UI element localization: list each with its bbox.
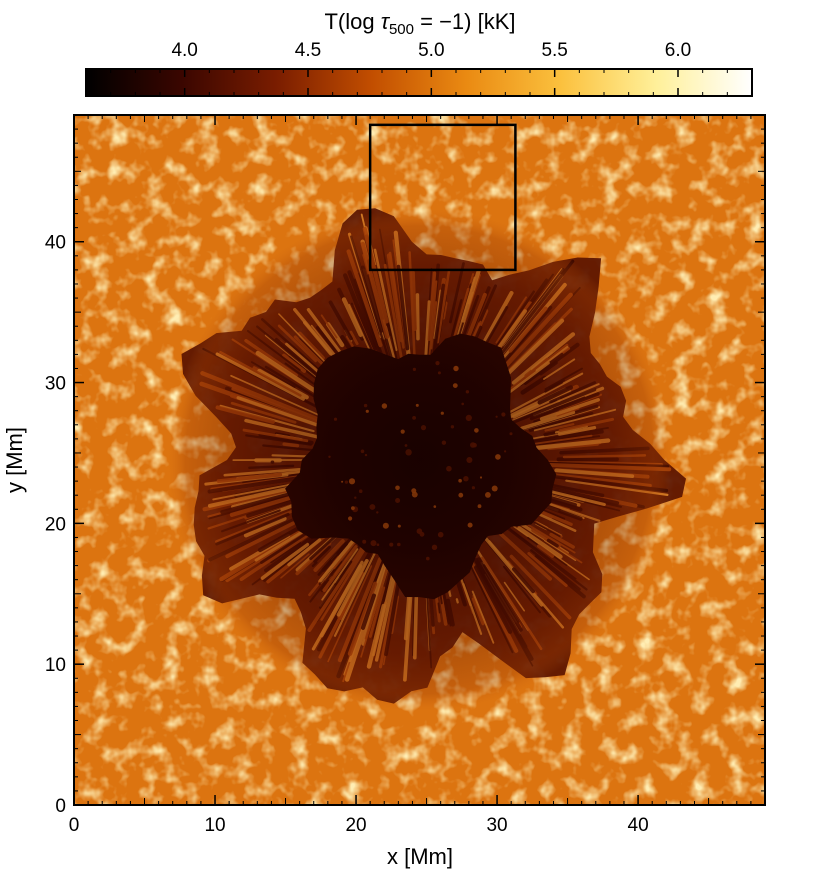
y-tick-label: 40: [45, 233, 66, 254]
y-tick-label: 0: [55, 796, 66, 817]
colorbar-title: T(log τ500 = −1) [kK]: [324, 9, 515, 38]
y-tick-label: 20: [45, 514, 66, 535]
y-tick-label: 10: [45, 655, 66, 676]
heatmap-image: [74, 115, 765, 805]
colorbar-tick-label: 5.5: [541, 40, 567, 61]
x-tick-label: 10: [204, 815, 225, 836]
sunspot-shading: [167, 208, 672, 712]
colorbar-ticks: 4.0 4.5 5.0 5.5 6.0: [110, 40, 753, 96]
colorbar-gradient: [85, 68, 753, 97]
highlight-box: [368, 123, 517, 272]
sunspot: [167, 208, 686, 712]
colorbar: T(log τ500 = −1) [kK] 4.0 4.5 5.0 5.5 6.0: [85, 9, 753, 97]
x-tick-label: 20: [345, 815, 366, 836]
y-axis-label: y [Mm]: [2, 427, 27, 493]
y-axis-ticks: 0 10 20 30 40: [45, 128, 765, 817]
y-tick-label: 30: [45, 374, 66, 395]
x-tick-label: 0: [69, 815, 80, 836]
x-axis-label: x [Mm]: [387, 844, 453, 869]
x-tick-label: 30: [486, 815, 507, 836]
x-axis-ticks: 0 10 20 30 40: [69, 115, 752, 836]
heatmap-plot: 0 10 20 30 40 0 10 20 30 40 x [Mm] y [Mm]: [2, 114, 766, 869]
colorbar-tick-label: 6.0: [665, 40, 691, 61]
colorbar-tick-label: 4.0: [171, 40, 197, 61]
x-tick-label: 40: [628, 815, 649, 836]
plot-frame: [73, 114, 766, 806]
colorbar-tick-label: 4.5: [295, 40, 321, 61]
colorbar-tick-label: 5.0: [418, 40, 444, 61]
